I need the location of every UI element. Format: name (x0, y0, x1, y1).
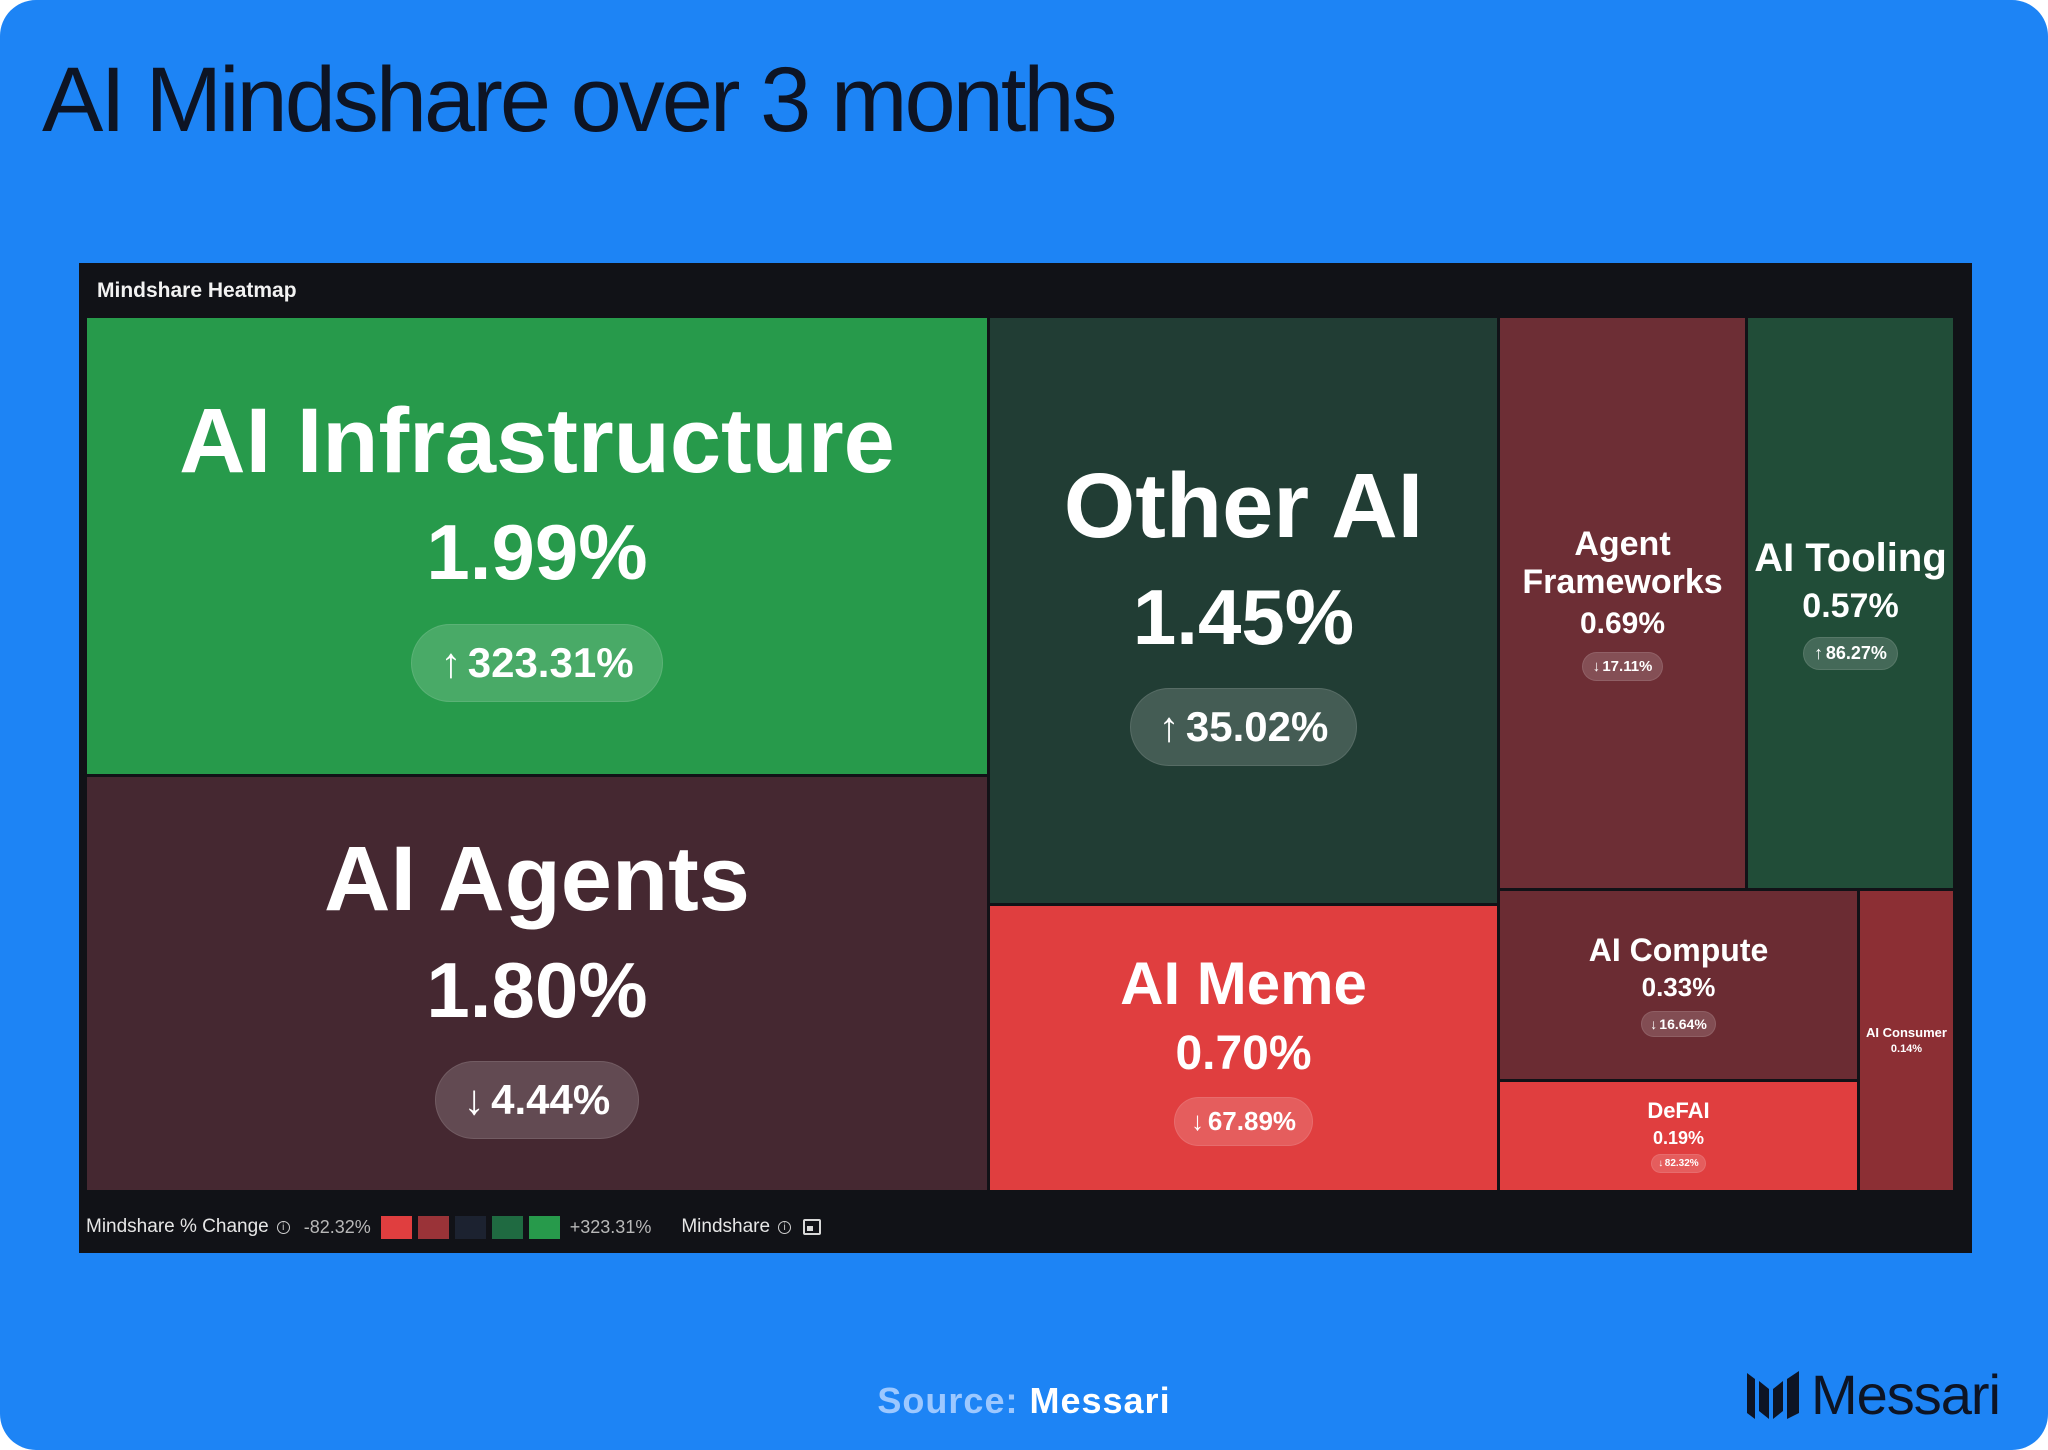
change-value: 35.02% (1185, 703, 1329, 751)
tile-mindshare-value: 0.69% (1579, 607, 1666, 641)
tile-name: Other AI (1063, 454, 1424, 557)
tile-change-badge: ↓ 67.89% (1173, 1097, 1314, 1147)
tile-name: AI Meme (1120, 949, 1367, 1017)
tile-change-badge: ↑ 86.27% (1803, 637, 1898, 671)
legend-swatch (528, 1215, 560, 1239)
treemap-tile[interactable]: AI Consumer 0.14% (1860, 891, 1953, 1190)
tile-mindshare-value: 0.14% (1890, 1042, 1923, 1055)
change-value: 86.27% (1825, 643, 1887, 664)
info-icon[interactable]: i (778, 1220, 792, 1234)
treemap-tile[interactable]: AI Meme 0.70% ↓ 67.89% (990, 906, 1497, 1190)
arrow-down-icon: ↓ (1650, 1016, 1658, 1033)
legend-swatch (491, 1215, 523, 1239)
tile-mindshare-value: 0.57% (1802, 587, 1899, 626)
tile-name: AI Compute (1588, 931, 1769, 968)
brand-logo: Messari (1746, 1363, 2001, 1426)
legend: Mindshare % Change i -82.32% +323.31% Mi… (86, 1213, 822, 1241)
page-title: AI Mindshare over 3 months (42, 49, 1118, 151)
tile-change-badge: ↓ 4.44% (434, 1061, 640, 1140)
tile-mindshare-value: 0.19% (1652, 1127, 1705, 1148)
arrow-down-icon: ↓ (1190, 1106, 1204, 1137)
change-value: 4.44% (491, 1076, 611, 1124)
info-icon[interactable]: i (276, 1220, 290, 1234)
treemap-tile[interactable]: Agent Frameworks 0.69% ↓ 17.11% (1500, 318, 1745, 888)
legend-min-label: -82.32% (303, 1216, 371, 1237)
panel-title: Mindshare Heatmap (97, 279, 297, 302)
treemap-tile[interactable]: AI Tooling 0.57% ↑ 86.27% (1748, 318, 1953, 888)
treemap: AI Infrastructure 1.99% ↑ 323.31% AI Agents 1… (87, 318, 1953, 1190)
treemap-tile[interactable]: AI Infrastructure 1.99% ↑ 323.31% (87, 318, 987, 774)
heatmap-panel: Mindshare Heatmap AI Infrastructure 1.99%… (79, 263, 1972, 1253)
treemap-tile[interactable]: Other AI 1.45% ↑ 35.02% (990, 318, 1497, 903)
arrow-up-icon: ↑ (1158, 703, 1180, 751)
treemap-tile[interactable]: AI Agents 1.80% ↓ 4.44% (87, 777, 987, 1190)
source-name: Messari (1029, 1380, 1171, 1421)
treemap-tile[interactable]: AI Compute 0.33% ↓ 16.64% (1500, 891, 1857, 1079)
tile-mindshare-value: 1.45% (1132, 572, 1355, 661)
source-credit: Source: Messari (0, 1380, 2048, 1422)
tile-change-badge: ↓ 82.32% (1651, 1153, 1706, 1173)
legend-max-label: +323.31% (569, 1216, 652, 1237)
tile-mindshare-value: 0.70% (1175, 1026, 1312, 1080)
legend-change-label: Mindshare % Change (86, 1216, 269, 1237)
change-value: 67.89% (1207, 1106, 1297, 1137)
tile-name: AI Agents (324, 827, 750, 930)
tile-name: AI Infrastructure (179, 390, 895, 493)
tile-change-badge: ↑ 323.31% (411, 623, 663, 702)
arrow-down-icon: ↓ (1592, 657, 1601, 675)
arrow-down-icon: ↓ (1658, 1157, 1664, 1169)
tile-change-badge: ↑ 35.02% (1129, 688, 1358, 767)
tile-change-badge: ↓ 17.11% (1581, 651, 1664, 681)
treemap-tile[interactable]: DeFAI 0.19% ↓ 82.32% (1500, 1082, 1857, 1190)
change-value: 323.31% (467, 638, 634, 686)
change-value: 16.64% (1659, 1016, 1707, 1033)
change-value: 17.11% (1602, 657, 1653, 675)
tile-name: AI Tooling (1754, 535, 1947, 580)
tile-name: DeFAI (1647, 1098, 1710, 1124)
source-label: Source: (877, 1380, 1019, 1421)
tile-mindshare-value: 0.33% (1641, 972, 1716, 1003)
tile-mindshare-value: 1.99% (426, 508, 648, 597)
legend-size-label: Mindshare (681, 1216, 771, 1237)
messari-logo-icon (1746, 1371, 1799, 1419)
change-value: 82.32% (1664, 1157, 1699, 1169)
tile-name: Agent Frameworks (1522, 525, 1723, 602)
tile-change-badge: ↓ 16.64% (1641, 1011, 1716, 1038)
arrow-down-icon: ↓ (463, 1076, 485, 1124)
tile-mindshare-value: 1.80% (426, 945, 648, 1034)
legend-swatch (380, 1215, 412, 1239)
arrow-up-icon: ↑ (440, 638, 462, 686)
tile-name: AI Consumer (1866, 1025, 1947, 1041)
arrow-up-icon: ↑ (1814, 643, 1824, 664)
legend-swatch (417, 1215, 449, 1239)
size-toggle-icon[interactable] (803, 1219, 822, 1235)
brand-name: Messari (1810, 1362, 2001, 1426)
legend-swatches (380, 1215, 566, 1239)
legend-swatch (454, 1215, 486, 1239)
